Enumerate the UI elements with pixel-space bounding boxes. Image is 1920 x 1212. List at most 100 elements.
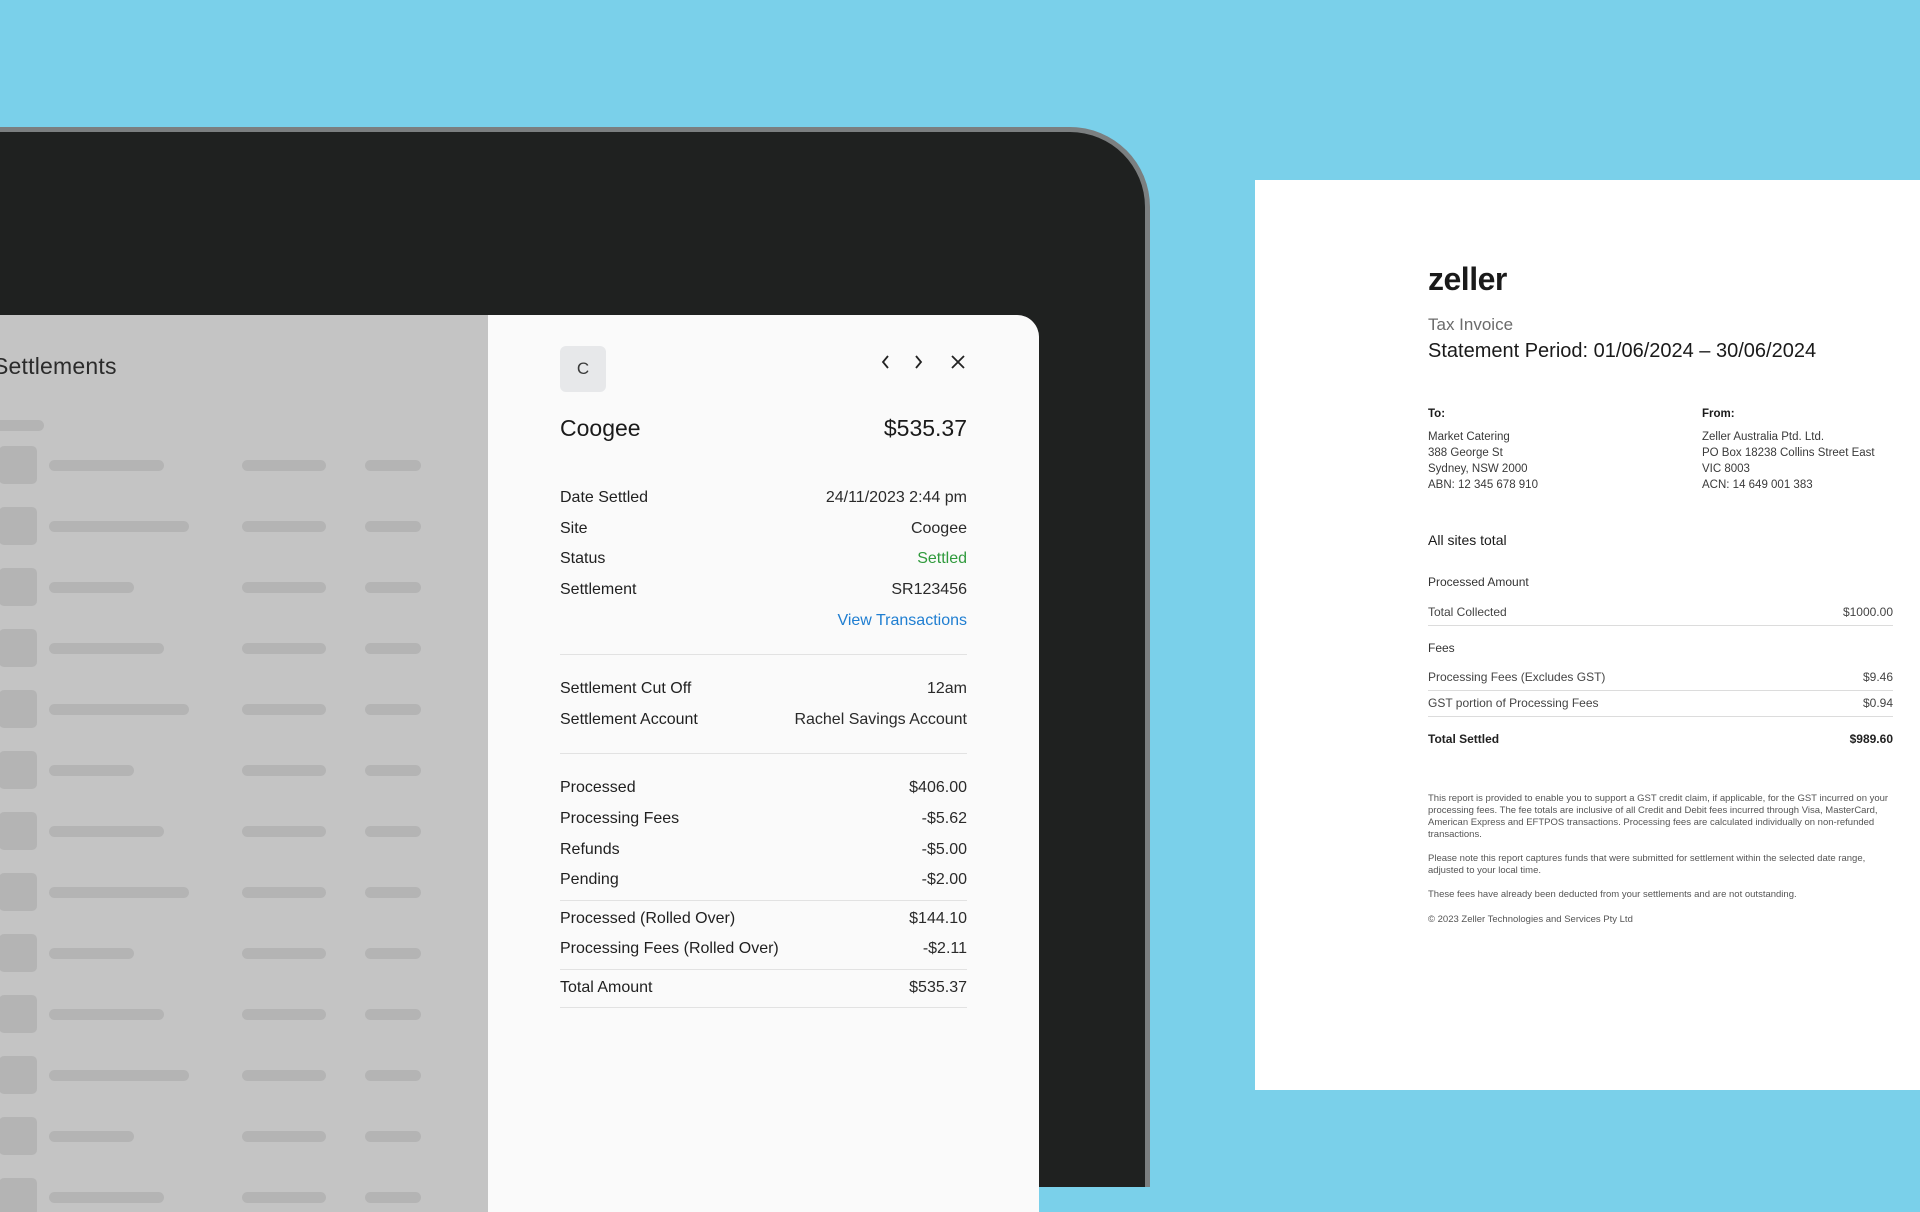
skeleton-avatar (0, 690, 37, 728)
address-line: PO Box 18238 Collins Street East (1702, 447, 1875, 459)
row-value: $406.00 (909, 779, 967, 797)
detail-row-site: Site Coogee (560, 514, 967, 545)
settlement-site-name: Coogee (560, 415, 641, 441)
address-line: 388 George St (1428, 447, 1503, 459)
row-value: $0.94 (1862, 696, 1893, 710)
row-label: Settlement Account (560, 710, 698, 728)
skeleton-bar (242, 1192, 326, 1203)
address-line: Sydney, NSW 2000 (1428, 463, 1528, 475)
skeleton-bar (365, 887, 421, 898)
tablet-device: Settlements C Coogee $535.37 (0, 127, 1150, 1212)
row-label: Processing Fees (560, 810, 680, 828)
chevron-left-icon[interactable] (875, 351, 897, 373)
skeleton-bar (49, 1070, 189, 1081)
row-label: Site (560, 519, 588, 537)
skeleton-bar (49, 460, 164, 471)
skeleton-bar (242, 948, 326, 959)
row-label: GST portion of Processing Fees (1428, 696, 1599, 710)
site-avatar: C (560, 346, 606, 392)
processed-amount-heading: Processed Amount (1428, 575, 1529, 589)
skeleton-bar (49, 1131, 134, 1142)
row-value: -$2.00 (921, 871, 967, 889)
skeleton-bar (242, 521, 326, 532)
row-label: Processed (Rolled Over) (560, 909, 736, 927)
row-label: Status (560, 550, 606, 568)
skeleton-bar (242, 1009, 326, 1020)
row-label: Processing Fees (Rolled Over) (560, 940, 779, 958)
skeleton-bar (365, 826, 421, 837)
detail-row-cutoff: Settlement Cut Off 12am (560, 674, 967, 705)
detail-rows: Date Settled 24/11/2023 2:44 pm Site Coo… (560, 483, 967, 1009)
tax-invoice-document: zeller Tax Invoice Statement Period: 01/… (1255, 180, 1920, 1090)
fee-row: Processing Fees (Excludes GST) $9.46 (1428, 670, 1893, 691)
skeleton-bar (49, 521, 189, 532)
fees-heading: Fees (1428, 641, 1455, 655)
address-heading: From: (1702, 408, 1735, 420)
address-line: ABN: 12 345 678 910 (1428, 479, 1538, 491)
skeleton-bar (365, 948, 421, 959)
row-value: Coogee (910, 519, 967, 537)
skeleton-avatar (0, 1117, 37, 1155)
skeleton-avatar (0, 995, 37, 1033)
skeleton-bar (242, 1131, 326, 1142)
detail-row-refunds: Refunds -$5.00 (560, 834, 967, 865)
tablet-screen: Settlements C Coogee $535.37 (0, 315, 1039, 1212)
skeleton-bar (365, 643, 421, 654)
view-transactions-link[interactable]: View Transactions (837, 611, 967, 629)
divider (560, 899, 967, 901)
skeleton-bar (49, 887, 189, 898)
skeleton-avatar (0, 1056, 37, 1094)
panel-nav (875, 351, 969, 373)
row-value: 24/11/2023 2:44 pm (825, 489, 967, 507)
detail-row-processed: Processed $406.00 (560, 773, 967, 804)
skeleton-bar (49, 826, 164, 837)
skeleton-bar (365, 1009, 421, 1020)
detail-row-status: Status Settled (560, 544, 967, 575)
skeleton-bar (365, 1192, 421, 1203)
row-label: Processing Fees (Excludes GST) (1428, 670, 1606, 684)
skeleton-avatar (0, 629, 37, 667)
row-label: Pending (560, 871, 619, 889)
row-value: 12am (926, 680, 967, 698)
detail-row-processed-rolled: Processed (Rolled Over) $144.10 (560, 904, 967, 935)
address-to: To: Market Catering 388 George St Sydney… (1428, 406, 1538, 493)
page-title: Settlements (0, 353, 117, 379)
row-value: -$2.11 (922, 940, 967, 958)
divider (560, 968, 967, 970)
fee-row: GST portion of Processing Fees $0.94 (1428, 696, 1893, 717)
chevron-right-icon[interactable] (907, 351, 929, 373)
address-line: ACN: 14 649 001 383 (1702, 479, 1813, 491)
skeleton-avatar (0, 873, 37, 911)
zeller-logo: zeller (1428, 261, 1507, 297)
detail-row-total: Total Amount $535.37 (560, 973, 967, 1004)
skeleton-avatar (0, 751, 37, 789)
skeleton-bar (365, 704, 421, 715)
address-from: From: Zeller Australia Ptd. Ltd. PO Box … (1702, 406, 1875, 493)
skeleton-bar (365, 1131, 421, 1142)
detail-row-fees-rolled: Processing Fees (Rolled Over) -$2.11 (560, 934, 967, 965)
settlements-list-pane: Settlements (0, 315, 488, 1212)
skeleton-bar (365, 1070, 421, 1081)
settlement-detail-panel: C Coogee $535.37 Date Settled 24/11/2023… (488, 315, 1039, 1212)
row-value: SR123456 (891, 581, 967, 599)
skeleton-bar (365, 521, 421, 532)
skeleton-bar (242, 460, 326, 471)
skeleton-bar (242, 704, 326, 715)
copyright: © 2023 Zeller Technologies and Services … (1428, 914, 1633, 925)
fine-print: This report is provided to enable you to… (1428, 793, 1889, 840)
invoice-title: Tax Invoice (1428, 315, 1514, 334)
row-label: Processed (560, 779, 636, 797)
skeleton-bar (365, 582, 421, 593)
row-value: $144.10 (909, 909, 967, 927)
row-value: -$5.00 (921, 840, 967, 858)
row-value: -$5.62 (921, 810, 967, 828)
row-label: Total Amount (560, 979, 653, 997)
row-value: $989.60 (1849, 732, 1893, 746)
row-label: Total Settled (1428, 732, 1500, 746)
skeleton-bar (365, 460, 421, 471)
divider (560, 753, 967, 755)
skeleton-bar (242, 643, 326, 654)
skeleton-avatar (0, 446, 37, 484)
detail-row-pending: Pending -$2.00 (560, 865, 967, 896)
close-icon[interactable] (947, 351, 969, 373)
